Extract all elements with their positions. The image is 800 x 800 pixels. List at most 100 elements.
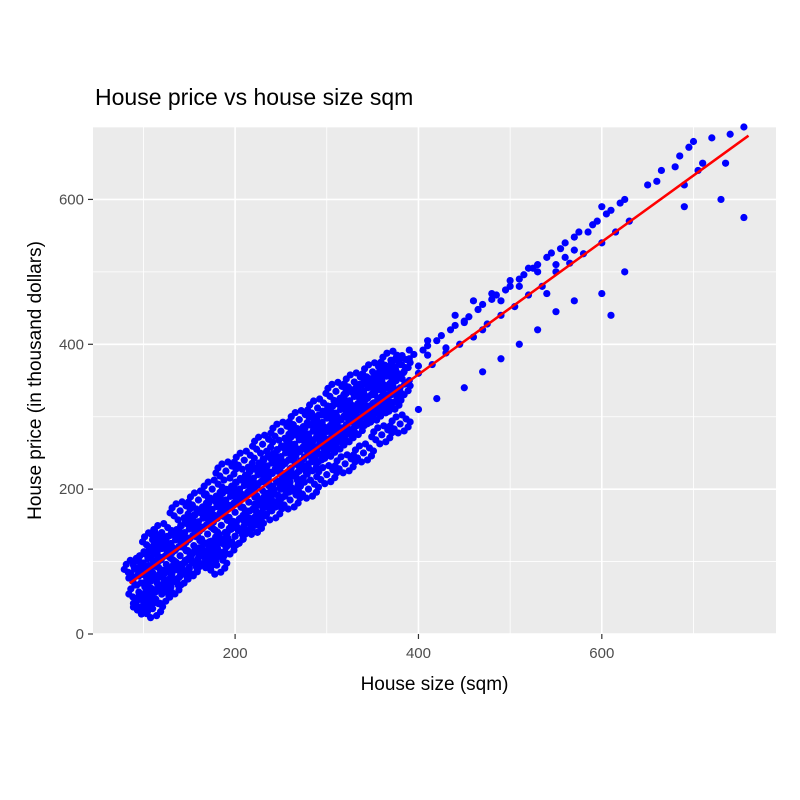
scatter-point — [378, 431, 386, 439]
scatter-point-dense — [212, 469, 220, 477]
scatter-point — [685, 143, 693, 151]
scatter-point-dense — [125, 590, 133, 598]
scatter-point-dense — [257, 512, 265, 520]
scatter-point-dense — [284, 505, 292, 513]
scatter-point-dense — [339, 469, 347, 477]
scatter-point-dense — [229, 541, 237, 549]
scatter-point-dense — [184, 498, 193, 506]
scatter-point — [543, 289, 551, 298]
scatter-point-dense — [321, 480, 329, 488]
scatter-point-dense — [138, 607, 147, 615]
scatter-point — [208, 485, 216, 493]
scatter-point — [552, 308, 560, 316]
scatter-point-dense — [285, 418, 293, 426]
scatter-point — [314, 404, 322, 412]
scatter-point — [231, 532, 239, 540]
x-axis-ticks: 200 400 600 — [223, 634, 614, 662]
scatter-point-dense — [174, 581, 182, 589]
y-tick-label: 600 — [59, 191, 84, 208]
scatter-point-dense — [184, 556, 193, 564]
scatter-point-dense — [324, 402, 332, 410]
scatter-point — [460, 318, 468, 327]
scatter-point-dense — [206, 494, 214, 502]
scatter-point — [708, 134, 716, 142]
scatter-point-dense — [352, 369, 360, 377]
scatter-point — [570, 297, 578, 305]
scatter-point-dense — [312, 458, 320, 466]
scatter-point-dense — [394, 393, 402, 401]
scatter-point — [442, 344, 450, 352]
scatter-point-dense — [359, 370, 367, 378]
scatter-point-dense — [349, 451, 358, 459]
scatter-point-dense — [146, 614, 155, 622]
scatter-point-dense — [313, 473, 321, 481]
scatter-point-dense — [343, 451, 351, 459]
scatter-point — [451, 311, 459, 319]
scatter-point-dense — [312, 413, 320, 421]
scatter-point-dense — [266, 516, 274, 524]
chart-title: House price vs house size sqm — [95, 84, 414, 110]
scatter-point-dense — [230, 523, 238, 531]
scatter-point — [740, 213, 748, 222]
scatter-point-dense — [306, 476, 315, 484]
scatter-point — [506, 276, 514, 285]
scatter-point-dense — [385, 407, 393, 415]
scatter-point-dense — [165, 592, 173, 600]
scatter-point-dense — [330, 396, 338, 404]
scatter-point — [524, 264, 533, 272]
x-axis-title: House size (sqm) — [361, 674, 509, 695]
scatter-point — [497, 297, 505, 305]
scatter-point-dense — [398, 375, 406, 383]
scatter-point-dense — [371, 359, 379, 367]
scatter-point-dense — [284, 487, 292, 495]
scatter-point-dense — [183, 574, 191, 582]
scatter-point-dense — [148, 531, 156, 539]
scatter-point-dense — [238, 465, 246, 473]
scatter-point-dense — [125, 574, 133, 582]
scatter-point-dense — [223, 559, 231, 567]
scatter-point-dense — [377, 358, 385, 366]
scatter-point-dense — [244, 473, 252, 481]
scatter-point — [479, 300, 487, 309]
scatter-point-dense — [386, 386, 394, 394]
scatter-point — [451, 321, 459, 330]
scatter-point-dense — [230, 458, 238, 466]
scatter-point-dense — [297, 407, 305, 415]
scatter-point-dense — [398, 411, 406, 419]
scatter-point — [323, 471, 331, 479]
x-tick-label: 400 — [406, 645, 431, 662]
scatter-point-dense — [394, 429, 402, 437]
scatter-point — [286, 496, 294, 504]
scatter-point — [304, 485, 313, 493]
scatter-point — [621, 268, 629, 276]
scatter-point-dense — [348, 432, 356, 441]
scatter-point-dense — [175, 527, 183, 535]
scatter-point — [607, 311, 615, 319]
scatter-point-dense — [385, 365, 393, 373]
scatter-point-dense — [293, 476, 301, 484]
scatter-point — [515, 282, 523, 290]
scatter-point — [680, 203, 688, 211]
scatter-point-dense — [316, 395, 324, 403]
scatter-point-dense — [148, 592, 156, 600]
scatter-point-dense — [247, 523, 256, 531]
scatter-point-dense — [205, 538, 214, 546]
x-tick-label: 600 — [589, 645, 614, 662]
scatter-point-dense — [249, 505, 257, 513]
scatter-point — [419, 346, 427, 354]
scatter-point — [676, 152, 684, 160]
x-tick-label: 200 — [223, 645, 248, 662]
scatter-point-dense — [141, 592, 150, 600]
scatter-point-dense — [168, 527, 176, 535]
scatter-point-dense — [166, 509, 174, 517]
scatter-point — [259, 440, 267, 448]
scatter-point-dense — [189, 516, 197, 524]
scatter-point — [534, 261, 542, 269]
scatter-point — [740, 123, 748, 131]
scatter-point-dense — [129, 603, 138, 611]
scatter-point — [479, 368, 487, 376]
scatter-point-dense — [376, 411, 384, 419]
y-axis-title: House price (in thousand dollars) — [25, 241, 46, 520]
scatter-point — [332, 387, 340, 395]
